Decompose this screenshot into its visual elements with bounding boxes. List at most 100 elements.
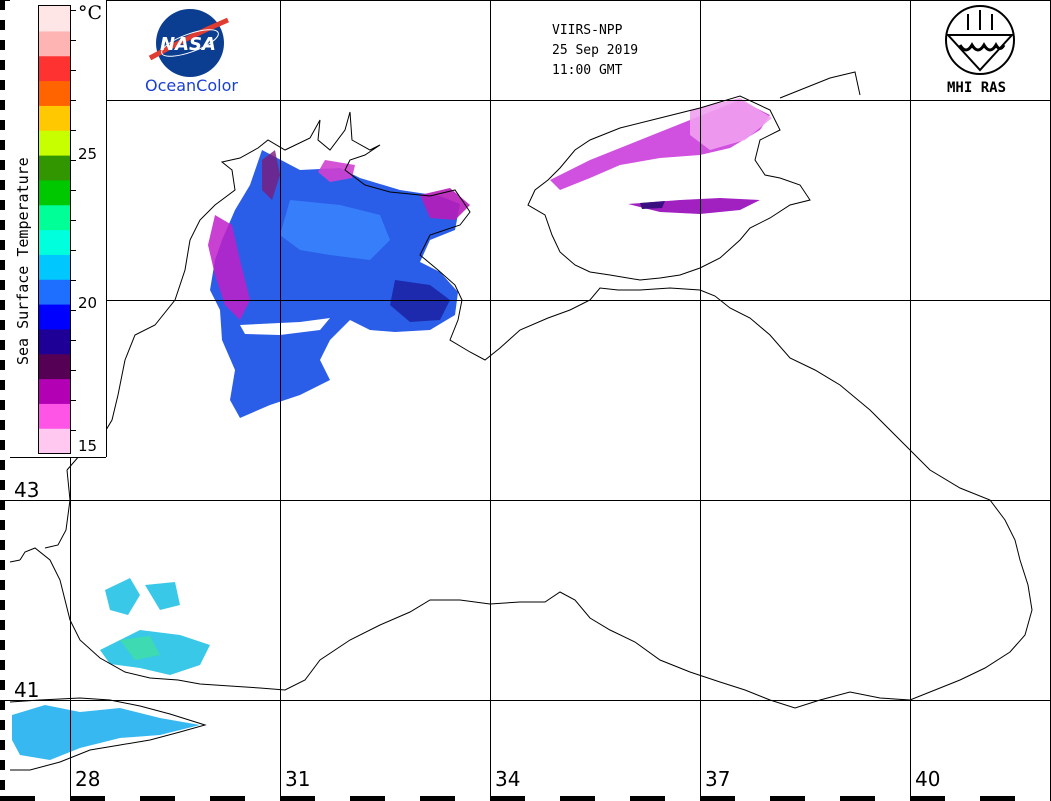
ruler-segment: [455, 796, 490, 801]
colorbar-step: [39, 80, 70, 106]
colorbar-step: [39, 179, 70, 206]
colorbar-gradient: [39, 6, 70, 454]
colorbar-step: [39, 254, 70, 280]
ruler-segment: [0, 300, 5, 310]
ruler-segment: [0, 30, 5, 40]
ruler-segment: [0, 640, 5, 650]
ruler-segment: [0, 340, 5, 350]
nasa-logo-circle: [156, 9, 224, 77]
nasa-logo-swoosh: [148, 17, 229, 61]
ruler-segment: [0, 720, 5, 730]
colorbar-tick-25: 25: [78, 145, 98, 163]
ruler-segment: [0, 170, 5, 180]
ruler-segment: [0, 770, 5, 780]
cloud-gap-1: [240, 318, 330, 335]
ruler-segment: [980, 796, 1015, 801]
ruler-segment: [910, 796, 945, 801]
ruler-segment: [0, 400, 5, 410]
ruler-segment: [0, 0, 5, 10]
mhi-ras-logo: [945, 5, 1015, 75]
west-coast-strip: [9, 469, 71, 563]
ruler-segment: [0, 670, 5, 680]
ruler-segment: [945, 796, 980, 801]
ruler-segment: [0, 290, 5, 300]
ruler-segment: [0, 320, 5, 330]
ruler-segment: [0, 130, 5, 140]
ruler-segment: [0, 420, 5, 430]
colorbar-step: [39, 30, 70, 57]
ruler-segment: [630, 796, 665, 801]
ruler-segment: [0, 160, 5, 170]
ruler-segment: [0, 450, 5, 460]
ruler-segment: [595, 796, 630, 801]
colorbar-step: [39, 378, 70, 404]
ruler-segment: [0, 250, 5, 260]
lon-label-34: 34: [495, 767, 521, 791]
ruler-segment: [490, 796, 525, 801]
ruler-segment: [0, 520, 5, 530]
azov-coastline: [527, 71, 861, 281]
ruler-segment: [0, 660, 5, 670]
ruler-segment: [315, 796, 350, 801]
ruler-segment: [0, 650, 5, 660]
sst-patch-northwest-shelf: [210, 150, 460, 418]
sst-patch-magenta-north: [318, 160, 355, 182]
ruler-segment: [0, 390, 5, 400]
ruler-segment: [0, 750, 5, 760]
ruler-segment: [0, 510, 5, 520]
ruler-segment: [735, 796, 770, 801]
ruler-segment: [700, 796, 735, 801]
sst-patch-azov-dark: [640, 201, 665, 209]
sst-data-layer: [12, 98, 772, 760]
marmara-coastline: [9, 697, 207, 771]
ruler-segment: [0, 40, 5, 50]
ruler-segment: [0, 350, 5, 360]
ruler-segment: [0, 90, 5, 100]
ruler-segment: [0, 80, 5, 90]
ruler-segment: [0, 190, 5, 200]
ruler-segment: [0, 700, 5, 710]
ruler-segment: [0, 210, 5, 220]
colorbar-step: [39, 204, 70, 231]
sst-patch-marmara: [12, 705, 200, 760]
ruler-segment: [0, 180, 5, 190]
ruler-segment: [0, 360, 5, 370]
sst-patch-northwest-inner: [280, 200, 390, 260]
colorbar-step: [39, 353, 70, 380]
colorbar-tick-15: 15: [78, 437, 98, 455]
colorbar-unit: °C: [78, 2, 103, 24]
ruler-segment: [0, 590, 5, 600]
image-date: 25 Sep 2019: [552, 43, 639, 58]
ruler-segment: [0, 580, 5, 590]
ruler-segment: [0, 620, 5, 630]
ruler-segment: [70, 796, 105, 801]
satellite-name: VIIRS-NPP: [552, 23, 623, 38]
sst-patch-magenta-northeast: [420, 188, 470, 220]
ruler-segment: [0, 550, 5, 560]
left-scale-ruler: [0, 0, 5, 801]
colorbar-tick-20: 20: [78, 294, 98, 312]
ruler-segment: [0, 20, 5, 30]
ruler-segment: [0, 540, 5, 550]
sst-patch-southwest-green: [120, 636, 160, 660]
mhi-logo-waves: [958, 42, 1006, 52]
ruler-segment: [0, 410, 5, 420]
colorbar-step: [39, 105, 70, 131]
ruler-segment: [0, 100, 5, 110]
colorbar-step: [39, 130, 70, 156]
nasa-logo-text: NASA: [160, 34, 216, 55]
mhi-logo-bars: [967, 10, 993, 30]
ruler-segment: [350, 796, 385, 801]
colorbar-step: [39, 6, 70, 32]
ruler-segment: [0, 50, 5, 60]
mhi-logo-circle: [945, 5, 1015, 75]
sst-patch-southwest-cyan: [100, 578, 210, 675]
ruler-segment: [665, 796, 700, 801]
sst-patch-magenta-odessa: [262, 150, 280, 200]
sst-patch-magenta-west: [208, 215, 250, 320]
ruler-segment: [0, 796, 35, 801]
mhi-ras-label: MHI RAS: [947, 80, 1007, 96]
ruler-segment: [0, 310, 5, 320]
